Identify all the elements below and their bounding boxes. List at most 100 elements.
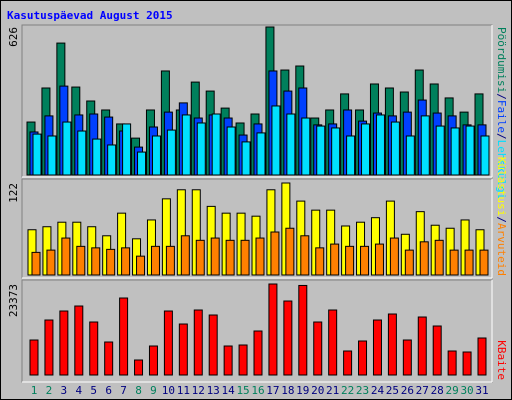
bar xyxy=(432,325,442,376)
bar xyxy=(390,121,400,176)
bar xyxy=(479,249,489,276)
bar xyxy=(89,321,99,376)
bar xyxy=(122,123,132,176)
bar xyxy=(435,125,445,176)
x-tick-label: 20 xyxy=(311,384,324,397)
bar xyxy=(330,243,340,276)
bar xyxy=(74,305,84,376)
bar xyxy=(121,247,131,276)
bar xyxy=(449,249,459,276)
bar xyxy=(283,300,293,376)
bar xyxy=(211,113,221,176)
legend-entry: Lehekülgi xyxy=(495,140,508,200)
bar xyxy=(255,237,265,276)
bar xyxy=(61,237,71,276)
legend: Külastusi/Arvuteid xyxy=(495,157,508,276)
bar xyxy=(285,227,295,276)
bar xyxy=(316,125,326,176)
bar xyxy=(462,351,472,376)
bar xyxy=(301,117,311,176)
bar xyxy=(178,323,188,376)
bar xyxy=(107,144,117,176)
bar xyxy=(387,313,397,376)
bar xyxy=(346,135,356,176)
bar xyxy=(119,297,129,376)
legend: Pöördumisi/Faile/Lehekülgi xyxy=(495,27,508,199)
bar xyxy=(148,345,158,376)
x-tick-label: 15 xyxy=(236,384,249,397)
bar xyxy=(300,235,310,276)
bar xyxy=(404,249,414,276)
bar xyxy=(47,135,57,176)
bar xyxy=(31,251,41,276)
bar xyxy=(238,344,248,376)
bar xyxy=(450,127,460,176)
legend-entry: KBaite xyxy=(495,340,508,380)
x-tick-label: 5 xyxy=(90,384,97,397)
bar xyxy=(166,129,176,176)
bar xyxy=(256,132,266,176)
bar xyxy=(223,345,233,376)
legend-entry: Faile xyxy=(495,100,508,133)
bar xyxy=(210,237,220,276)
x-tick-label: 1 xyxy=(31,384,38,397)
bar xyxy=(137,151,147,176)
x-tick-label: 30 xyxy=(460,384,473,397)
x-tick-label: 4 xyxy=(75,384,82,397)
bar xyxy=(420,115,430,176)
x-tick-label: 14 xyxy=(222,384,236,397)
bar xyxy=(345,245,355,276)
x-tick-label: 25 xyxy=(386,384,399,397)
y-tick-label: 122 xyxy=(7,183,20,203)
bar xyxy=(253,330,263,376)
bar xyxy=(163,310,173,376)
bar xyxy=(76,245,86,276)
legend-entry: Külastusi xyxy=(495,157,508,217)
legend-separator: / xyxy=(495,133,508,140)
bar xyxy=(241,141,251,176)
bar xyxy=(447,350,457,376)
bar xyxy=(181,114,191,176)
bar xyxy=(104,341,114,376)
bar xyxy=(44,319,54,376)
bar xyxy=(106,248,116,276)
x-tick-label: 16 xyxy=(251,384,264,397)
x-tick-label: 24 xyxy=(371,384,385,397)
bar xyxy=(315,247,325,276)
x-tick-label: 28 xyxy=(431,384,444,397)
bar xyxy=(328,309,338,376)
bar xyxy=(434,239,444,276)
bar xyxy=(480,135,490,176)
legend: KBaite xyxy=(495,340,508,380)
bar xyxy=(270,231,280,276)
x-tick-label: 18 xyxy=(281,384,294,397)
bar xyxy=(358,340,368,376)
x-tick-label: 29 xyxy=(446,384,459,397)
bar xyxy=(77,130,87,176)
bar xyxy=(372,319,382,376)
x-tick-label: 11 xyxy=(177,384,190,397)
bar xyxy=(59,310,69,376)
legend-separator: / xyxy=(495,216,508,223)
bar xyxy=(402,339,412,376)
bar xyxy=(419,241,429,276)
bar xyxy=(240,239,250,276)
bar xyxy=(196,122,206,176)
bar xyxy=(29,339,39,376)
bar xyxy=(46,249,56,276)
bar xyxy=(375,114,385,176)
x-tick-label: 10 xyxy=(162,384,175,397)
y-tick-label: 23373 xyxy=(7,284,20,317)
bar xyxy=(150,245,160,276)
x-tick-label: 9 xyxy=(150,384,157,397)
legend-separator: / xyxy=(495,93,508,100)
bar xyxy=(62,121,72,176)
bar xyxy=(477,337,487,376)
x-tick-label: 27 xyxy=(416,384,429,397)
x-tick-label: 22 xyxy=(341,384,354,397)
x-tick-label: 23 xyxy=(356,384,369,397)
bar xyxy=(151,135,161,176)
bar xyxy=(271,105,281,176)
bar xyxy=(208,314,218,376)
